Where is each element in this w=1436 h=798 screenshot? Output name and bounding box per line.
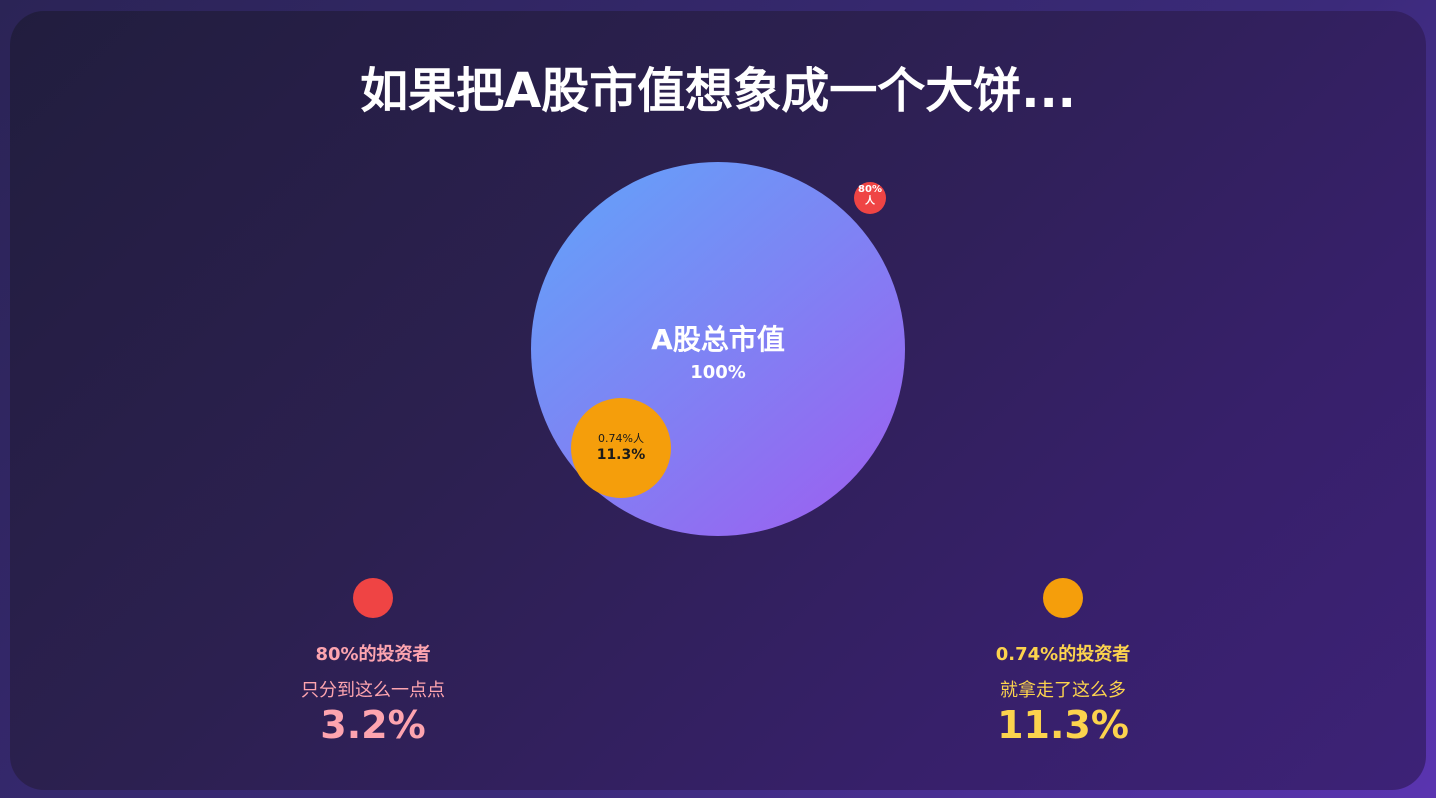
red-dot-icon: [353, 578, 393, 618]
majority-investors-heading: 80%的投资者: [315, 644, 431, 665]
top-investors-circle: 0.74%人 11.3%: [571, 398, 671, 498]
main-card: 如果把A股市值想象成一个大饼... A股总市值 100% 0.74%人 11.3…: [10, 11, 1426, 790]
top-investors-heading: 0.74%的投资者: [995, 644, 1131, 665]
majority-investors-circle-label: 80%人: [858, 184, 882, 207]
majority-investors-circle: 80%人: [854, 182, 886, 214]
top-investors-circle-value: 11.3%: [596, 447, 646, 463]
orange-dot-icon: [1043, 578, 1083, 618]
top-investors-subtext: 就拿走了这么多: [1000, 680, 1126, 701]
top-investors-value: 11.3%: [997, 703, 1129, 747]
total-market-cap-label: A股总市值: [651, 323, 785, 356]
majority-investors-stat: 80%的投资者 只分到这么一点点 3.2%: [223, 576, 523, 746]
total-market-cap-value: 100%: [690, 362, 746, 383]
top-investors-stat: 0.74%的投资者 就拿走了这么多 11.3%: [913, 576, 1213, 746]
majority-investors-value: 3.2%: [320, 703, 426, 747]
page-title: 如果把A股市值想象成一个大饼...: [360, 63, 1076, 119]
majority-investors-subtext: 只分到这么一点点: [301, 680, 445, 701]
top-investors-circle-label: 0.74%人: [598, 432, 644, 445]
